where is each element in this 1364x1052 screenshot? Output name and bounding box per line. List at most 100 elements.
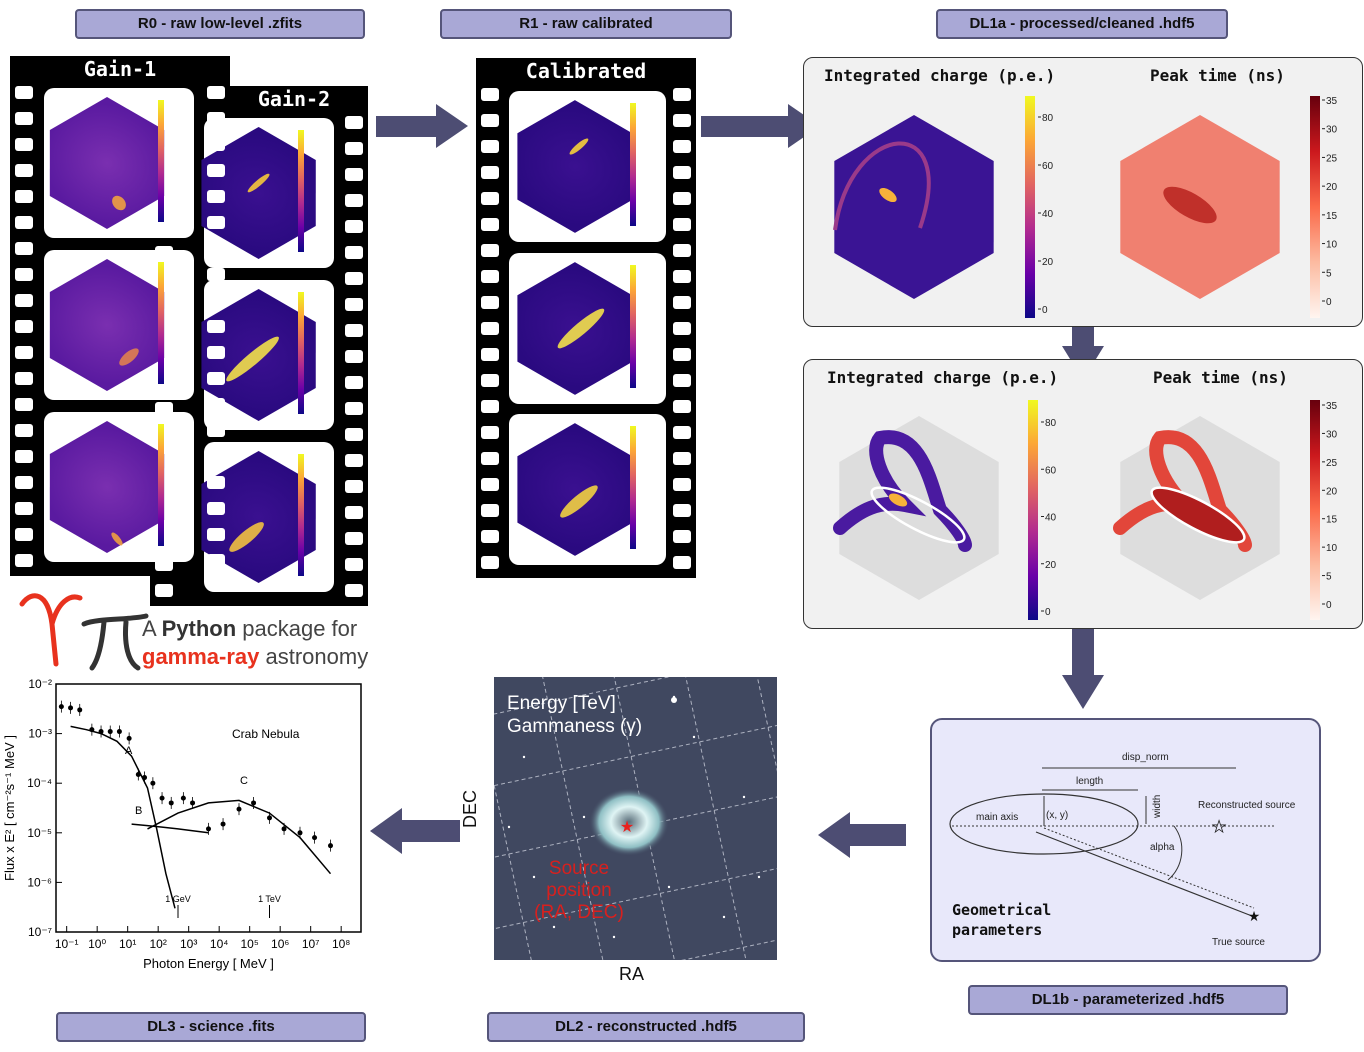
film-hole xyxy=(207,216,225,229)
shower-ellipse xyxy=(949,793,1139,855)
colorbar xyxy=(298,454,304,576)
film-hole xyxy=(15,294,33,307)
film-hole xyxy=(15,138,33,151)
grid-line xyxy=(494,917,777,960)
colorbar xyxy=(630,103,636,226)
colorbar-tick-label: 0 xyxy=(1326,600,1332,611)
colorbar-tick-label: 0 xyxy=(1042,305,1048,316)
film-hole xyxy=(673,556,691,569)
film-hole xyxy=(673,218,691,231)
film-hole xyxy=(207,424,225,437)
hillas-ellipse-charge xyxy=(870,486,966,544)
colorbar-tick-label: 0 xyxy=(1326,297,1332,308)
colorbar-tick-label: 60 xyxy=(1042,161,1054,172)
shower-image xyxy=(111,532,123,546)
film-hole xyxy=(673,530,691,543)
x-tick-label: 10⁷ xyxy=(302,937,320,951)
geo-length: length xyxy=(1076,776,1104,787)
colorbar-tick-label: 15 xyxy=(1326,515,1338,526)
film-hole xyxy=(673,478,691,491)
film-hole xyxy=(15,424,33,437)
colorbar-tick-label: 30 xyxy=(1326,429,1338,440)
gamma-pi-symbol xyxy=(19,593,149,671)
shower-image xyxy=(119,348,139,366)
colorbar xyxy=(298,130,304,252)
film-hole xyxy=(345,220,363,233)
star xyxy=(757,875,761,879)
star xyxy=(742,795,746,799)
film-hole xyxy=(15,320,33,333)
film-hole xyxy=(673,140,691,153)
film-hole xyxy=(481,478,499,491)
colorbar-tick-label: 5 xyxy=(1326,268,1332,279)
shower-image xyxy=(112,195,126,211)
true-source-star: ★ xyxy=(1248,908,1261,924)
film-hole xyxy=(481,270,499,283)
film-hole xyxy=(207,346,225,359)
stage-dl1b-label: DL1b - parameterized .hdf5 xyxy=(968,985,1288,1015)
star xyxy=(667,885,671,889)
film-hole xyxy=(207,476,225,489)
stage-dl2-label: DL2 - reconstructed .hdf5 xyxy=(487,1012,805,1042)
x-tick-label: 10⁻¹ xyxy=(55,937,79,951)
chart-annotation: Crab Nebula xyxy=(232,727,300,741)
y-tick-label: 10⁻⁴ xyxy=(27,776,52,790)
film-hole xyxy=(345,506,363,519)
film-hole xyxy=(481,556,499,569)
panel1-charge-title: Integrated charge (p.e.) xyxy=(824,66,1056,85)
sky-ylabel: DEC xyxy=(460,789,480,828)
film-hole xyxy=(345,350,363,363)
time-structure xyxy=(1163,186,1217,224)
film-hole xyxy=(345,116,363,129)
stage-r1-label: R1 - raw calibrated xyxy=(440,9,732,39)
camera-images: 80 60 40 20 0 35 30 25 20 15 10 5 0 80 60 40 20 0 35 30 25 20… xyxy=(833,96,1338,620)
reco-source-star: ★ xyxy=(1212,819,1226,836)
energy-marker-label: 1 GeV xyxy=(165,894,191,904)
arrow-dl2-to-dl3 xyxy=(370,808,460,854)
colorbar-tick-label: 10 xyxy=(1326,543,1338,554)
panel1-time-title: Peak time (ns) xyxy=(1150,66,1285,85)
film-hole xyxy=(345,558,363,571)
film-hole xyxy=(207,112,225,125)
film-frames xyxy=(15,86,691,597)
film-hole xyxy=(207,242,225,255)
star xyxy=(692,735,696,739)
colorbar-tick-label: 20 xyxy=(1326,486,1338,497)
x-tick-label: 10³ xyxy=(180,937,197,951)
colorbar xyxy=(158,100,164,222)
colorbar-charge-1 xyxy=(1025,96,1035,318)
film-hole xyxy=(345,168,363,181)
film-hole xyxy=(481,530,499,543)
colorbar-tick-label: 25 xyxy=(1326,153,1338,164)
film-hole xyxy=(15,476,33,489)
film-hole xyxy=(673,296,691,309)
film-hole xyxy=(673,400,691,413)
grid-line xyxy=(738,677,777,960)
colorbar-tick-label: 30 xyxy=(1326,125,1338,136)
film-hole xyxy=(207,502,225,515)
y-tick-label: 10⁻⁷ xyxy=(28,925,52,939)
colorbar-tick-label: 40 xyxy=(1042,209,1054,220)
colorbar-tick-label: 15 xyxy=(1326,211,1338,222)
film-hole xyxy=(481,348,499,361)
colorbar-tick-label: 5 xyxy=(1326,572,1332,583)
shower-hotspot xyxy=(888,493,908,507)
film-hole xyxy=(207,320,225,333)
x-tick-label: 10² xyxy=(150,937,167,951)
colorbar-time-1 xyxy=(1310,96,1320,318)
film-hole xyxy=(345,480,363,493)
hillas-ellipse-time xyxy=(1150,486,1246,544)
camera-charge-raw xyxy=(834,114,994,300)
chart-ylabel: Flux x E² [ cm⁻²s⁻¹ MeV ] xyxy=(2,735,17,881)
colorbar-tick-label: 25 xyxy=(1326,458,1338,469)
film-hole xyxy=(481,192,499,205)
geometry-diagram: ★★ xyxy=(949,767,1276,924)
panel2-charge-title: Integrated charge (p.e.) xyxy=(827,368,1059,387)
sky-grid: ★ xyxy=(494,677,777,960)
film-hole xyxy=(207,554,225,567)
colorbar-tick-label: 35 xyxy=(1326,96,1338,107)
alpha-arc xyxy=(1167,825,1183,881)
chart-xlabel: Photon Energy [ MeV ] xyxy=(143,956,274,971)
colorbar-tick-label: 80 xyxy=(1042,113,1054,124)
film-hole xyxy=(673,192,691,205)
